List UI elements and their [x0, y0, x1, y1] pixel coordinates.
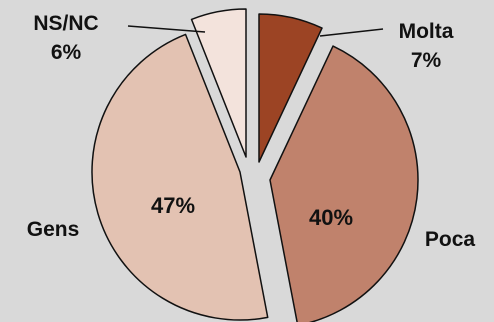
slice-label-gens: Gens [27, 218, 80, 241]
value-label-nsnc: 6% [51, 41, 82, 64]
pie-slices [92, 9, 418, 322]
value-label-poca: 40% [309, 205, 353, 230]
slice-label-nsnc: NS/NC [33, 12, 98, 35]
value-label-gens: 47% [151, 193, 195, 218]
slice-label-molta: Molta [399, 20, 454, 43]
leader-line-molta [320, 29, 383, 36]
value-label-molta: 7% [411, 49, 442, 72]
slice-label-poca: Poca [425, 228, 476, 251]
leader-line-nsnc [128, 26, 205, 32]
